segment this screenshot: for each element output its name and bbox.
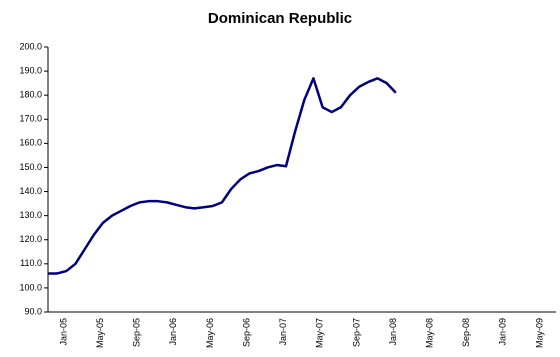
x-tick-label: May-09 [534,318,544,348]
y-tick-label: 190.0 [19,65,42,75]
chart-title: Dominican Republic [208,10,352,27]
x-tick-label: May-08 [425,318,435,348]
x-tick-label: Sep-06 [241,318,251,347]
line-series [48,77,397,275]
y-tick-label: 160.0 [19,138,42,148]
x-tick-label: Sep-05 [132,318,142,347]
y-tick-label: 170.0 [19,114,42,124]
y-tick-label: 200.0 [19,41,42,51]
x-tick-label: Sep-08 [461,318,471,347]
x-tick-label: Jan-09 [498,318,508,346]
y-tick-label: 90.0 [24,306,42,316]
x-tick-label: Jan-05 [58,318,68,346]
y-tick-label: 130.0 [19,210,42,220]
x-tick-label: Jan-08 [388,318,398,346]
x-tick-label: May-06 [205,318,215,348]
x-tick-label: May-07 [315,318,325,348]
y-tick-label: 120.0 [19,234,42,244]
y-tick-label: 140.0 [19,186,42,196]
x-tick-label: Jan-06 [168,318,178,346]
y-tick-label: 150.0 [19,162,42,172]
x-tick-label: Sep-07 [351,318,361,347]
x-tick-label: Jan-07 [278,318,288,346]
x-tick-label: May-05 [95,318,105,348]
y-tick-label: 180.0 [19,90,42,100]
y-tick-label: 100.0 [19,282,42,292]
y-tick-label: 110.0 [20,258,42,268]
